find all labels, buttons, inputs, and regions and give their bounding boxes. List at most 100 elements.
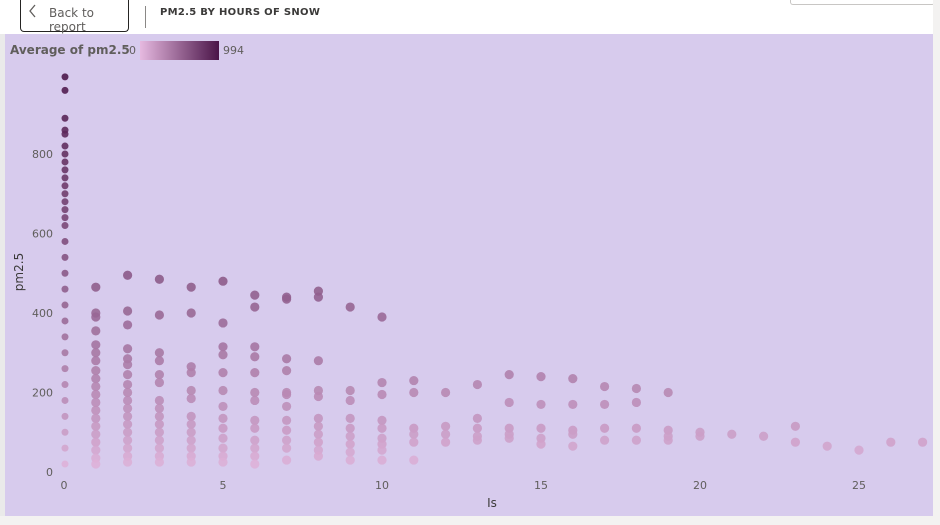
scatter-point[interactable] xyxy=(250,387,260,398)
scatter-point[interactable] xyxy=(154,457,164,467)
scatter-point[interactable] xyxy=(313,437,323,447)
scatter-point[interactable] xyxy=(345,439,355,449)
scatter-point[interactable] xyxy=(441,387,451,398)
scatter-point[interactable] xyxy=(91,397,101,408)
scatter-point[interactable] xyxy=(154,395,164,406)
scatter-point[interactable] xyxy=(218,401,228,412)
scatter-point[interactable] xyxy=(91,421,101,431)
scatter-point[interactable] xyxy=(61,158,69,166)
scatter-point[interactable] xyxy=(282,455,292,465)
scatter-point[interactable] xyxy=(600,423,610,433)
scatter-point[interactable] xyxy=(154,419,164,429)
scatter-point[interactable] xyxy=(218,350,228,360)
scatter-point[interactable] xyxy=(186,368,196,378)
scatter-point[interactable] xyxy=(123,411,133,421)
scatter-point[interactable] xyxy=(61,222,69,230)
scatter-point[interactable] xyxy=(61,114,69,122)
scatter-point[interactable] xyxy=(61,412,69,420)
scatter-point[interactable] xyxy=(536,423,546,433)
scatter-point[interactable] xyxy=(91,413,101,423)
scatter-point[interactable] xyxy=(123,379,133,390)
scatter-point[interactable] xyxy=(91,389,101,400)
scatter-point[interactable] xyxy=(472,435,482,445)
scatter-point[interactable] xyxy=(154,310,164,320)
scatter-point[interactable] xyxy=(282,435,292,445)
scatter-point[interactable] xyxy=(536,439,546,449)
scatter-point[interactable] xyxy=(61,166,69,174)
scatter-point[interactable] xyxy=(61,237,69,245)
scatter-point[interactable] xyxy=(377,389,387,400)
scatter-point[interactable] xyxy=(123,457,133,467)
scatter-point[interactable] xyxy=(61,182,69,190)
scatter-point[interactable] xyxy=(61,130,69,138)
scatter-point[interactable] xyxy=(91,381,101,392)
scatter-point[interactable] xyxy=(282,415,292,425)
scatter-point[interactable] xyxy=(186,457,196,467)
scatter-point[interactable] xyxy=(345,395,355,406)
scatter-point[interactable] xyxy=(91,373,101,384)
scatter-point[interactable] xyxy=(568,399,578,410)
scatter-point[interactable] xyxy=(218,413,228,423)
scatter-point[interactable] xyxy=(282,443,292,453)
scatter-point[interactable] xyxy=(441,437,451,447)
scatter-point[interactable] xyxy=(377,312,387,322)
scatter-point[interactable] xyxy=(695,431,705,441)
scatter-point[interactable] xyxy=(250,443,260,453)
scatter-point[interactable] xyxy=(313,451,323,461)
scatter-point[interactable] xyxy=(600,399,610,410)
scatter-point[interactable] xyxy=(377,455,387,465)
scatter-point[interactable] xyxy=(282,425,292,435)
scatter-point[interactable] xyxy=(854,445,864,455)
scatter-point[interactable] xyxy=(504,397,514,408)
scatter-point[interactable] xyxy=(218,457,228,467)
scatter-point[interactable] xyxy=(631,435,642,445)
scatter-point[interactable] xyxy=(61,317,69,325)
scatter-point[interactable] xyxy=(218,318,228,328)
scatter-point[interactable] xyxy=(282,294,292,304)
scatter-point[interactable] xyxy=(123,403,133,413)
scatter-point[interactable] xyxy=(61,269,69,277)
scatter-point[interactable] xyxy=(91,366,101,376)
scatter-point[interactable] xyxy=(409,429,419,439)
scatter-point[interactable] xyxy=(61,285,69,293)
scatter-point[interactable] xyxy=(91,356,101,366)
scatter-point[interactable] xyxy=(377,423,387,433)
scatter-point[interactable] xyxy=(91,445,101,455)
scatter-point[interactable] xyxy=(218,276,228,286)
scatter-point[interactable] xyxy=(186,385,196,396)
scatter-point[interactable] xyxy=(282,389,292,400)
scatter-point[interactable] xyxy=(409,387,419,398)
scatter-point[interactable] xyxy=(218,342,228,352)
scatter-point[interactable] xyxy=(568,441,578,451)
scatter-point[interactable] xyxy=(472,423,482,433)
scatter-point[interactable] xyxy=(345,302,355,312)
scatter-point[interactable] xyxy=(345,385,355,396)
scatter-point[interactable] xyxy=(663,435,673,445)
scatter-point[interactable] xyxy=(504,370,514,380)
scatter-point[interactable] xyxy=(154,348,164,358)
scatter-point[interactable] xyxy=(123,360,133,370)
scatter-point[interactable] xyxy=(61,174,69,182)
scatter-point[interactable] xyxy=(377,415,387,425)
scatter-point[interactable] xyxy=(61,73,69,81)
scatter-point[interactable] xyxy=(631,383,642,394)
scatter-point[interactable] xyxy=(61,142,69,150)
scatter-point[interactable] xyxy=(61,349,69,357)
scatter-point[interactable] xyxy=(472,379,482,390)
scatter-point[interactable] xyxy=(154,411,164,421)
scatter-point[interactable] xyxy=(313,421,323,431)
scatter-point[interactable] xyxy=(631,397,642,408)
scatter-point[interactable] xyxy=(345,413,355,423)
scatter-point[interactable] xyxy=(61,150,69,158)
scatter-point[interactable] xyxy=(61,301,69,309)
scatter-point[interactable] xyxy=(61,365,69,373)
scatter-point[interactable] xyxy=(536,372,546,382)
scatter-point[interactable] xyxy=(61,190,69,198)
scatter-point[interactable] xyxy=(250,395,260,406)
scatter-point[interactable] xyxy=(186,282,196,292)
scatter-point[interactable] xyxy=(154,370,164,380)
scatter-point[interactable] xyxy=(154,435,164,445)
scatter-point[interactable] xyxy=(600,381,610,392)
scatter-point[interactable] xyxy=(250,423,260,433)
scatter-point[interactable] xyxy=(345,455,355,465)
